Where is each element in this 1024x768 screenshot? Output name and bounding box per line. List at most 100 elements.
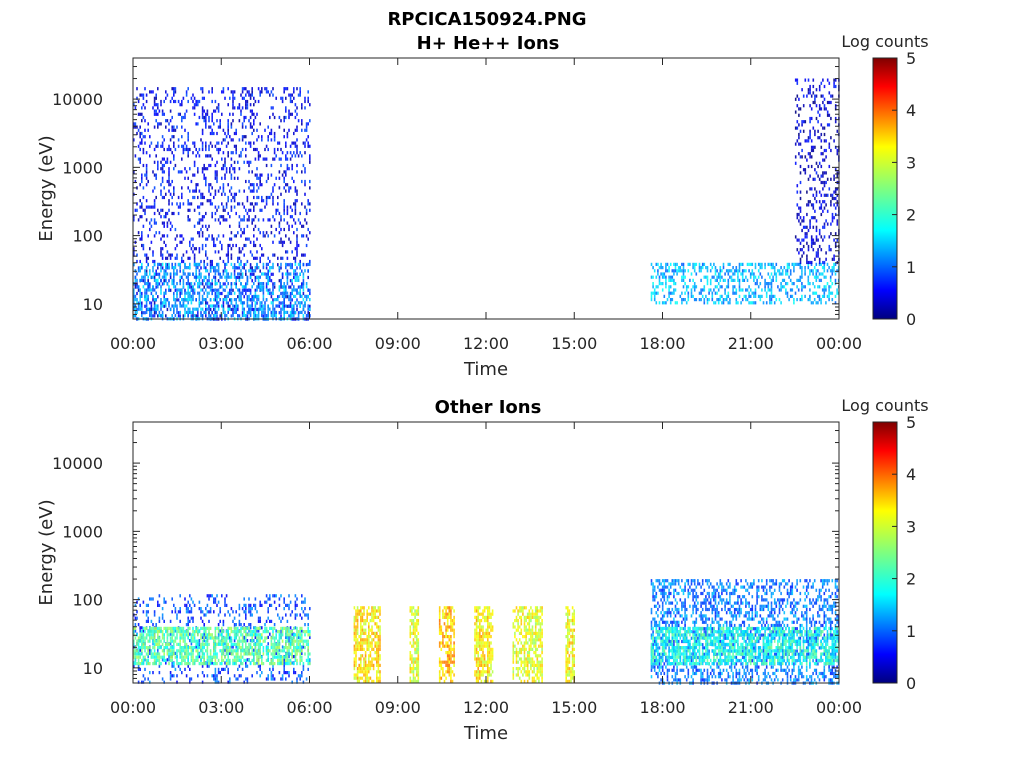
x-tick-label: 00:00: [110, 334, 156, 353]
spectrogram-cell: [254, 266, 257, 270]
spectrogram-cell: [796, 238, 799, 242]
spectrogram-cell: [153, 262, 156, 266]
spectrogram-cell: [153, 218, 156, 222]
spectrogram-cell: [764, 278, 766, 282]
spectrogram-cell: [211, 234, 213, 238]
spectrogram-cell: [813, 291, 816, 295]
spectrogram-cell: [134, 154, 137, 158]
spectrogram-cell: [286, 211, 289, 216]
spectrogram-cell: [232, 619, 234, 623]
spectrogram-cell: [227, 294, 229, 298]
spectrogram-cell: [799, 275, 802, 279]
spectrogram-cell: [208, 658, 210, 662]
spectrogram-cell: [222, 636, 225, 640]
spectrogram-cell: [184, 314, 186, 318]
spectrogram-cell: [823, 294, 826, 298]
spectrogram-cell: [134, 307, 137, 311]
spectrogram-cell: [714, 272, 717, 276]
spectrogram-cell: [256, 189, 258, 193]
spectrogram-cell: [187, 623, 189, 627]
spectrogram-cell: [278, 301, 281, 305]
spectrogram-cell: [193, 658, 196, 662]
spectrogram-cell: [221, 630, 223, 634]
spectrogram-cell: [272, 266, 274, 270]
spectrogram-cell: [291, 291, 293, 295]
spectrogram-cell: [289, 272, 292, 276]
spectrogram-cell: [286, 163, 289, 168]
spectrogram-cell: [810, 235, 813, 239]
spectrogram-cell: [278, 266, 281, 270]
spectrogram-cell: [302, 680, 305, 684]
spectrogram-cell: [806, 225, 808, 229]
spectrogram-cell: [724, 291, 726, 295]
spectrogram-cell: [259, 636, 261, 640]
spectrogram-cell: [168, 253, 170, 257]
spectrogram-cell: [719, 269, 722, 273]
spectrogram-cell: [182, 96, 185, 100]
spectrogram-cell: [801, 228, 803, 233]
spectrogram-cell: [208, 186, 210, 190]
spectrogram-cell: [833, 196, 835, 201]
spectrogram-cell: [293, 288, 295, 292]
spectrogram-cell: [201, 170, 204, 174]
spectrogram-cell: [273, 307, 276, 311]
spectrogram-cell: [820, 235, 823, 239]
spectrogram-cell: [192, 106, 194, 110]
spectrogram-cell: [285, 157, 287, 161]
spectrogram-cell: [224, 262, 226, 266]
spectrogram-cell: [272, 667, 274, 671]
spectrogram-cell: [193, 633, 196, 637]
spectrogram-cell: [211, 674, 213, 678]
spectrogram-cell: [158, 310, 161, 314]
spectrogram-cell: [288, 109, 290, 113]
spectrogram-cell: [241, 655, 244, 659]
spectrogram-cell: [225, 649, 228, 653]
spectrogram-cell: [741, 269, 744, 273]
spectrogram-cell: [144, 304, 146, 308]
spectrogram-cell: [703, 275, 706, 279]
spectrogram-cell: [296, 237, 298, 241]
spectrogram-cell: [211, 112, 213, 116]
spectrogram-cell: [793, 266, 795, 270]
spectrogram-cell: [213, 610, 215, 614]
spectrogram-cell: [187, 151, 189, 155]
spectrogram-cell: [301, 179, 303, 184]
spectrogram-cell: [794, 161, 797, 165]
spectrogram-cell: [179, 667, 181, 671]
spectrogram-cell: [823, 288, 826, 292]
spectrogram-cell: [225, 294, 228, 298]
spectrogram-cell: [267, 288, 269, 292]
spectrogram-cell: [296, 677, 298, 681]
spectrogram-cell: [153, 301, 156, 305]
spectrogram-cell: [136, 652, 138, 656]
spectrogram-cell: [812, 193, 815, 197]
spectrogram-cell: [214, 652, 217, 656]
spectrogram-cell: [217, 642, 220, 646]
spectrogram-cell: [265, 646, 268, 650]
spectrogram-cell: [235, 307, 237, 311]
spectrogram-cell: [160, 183, 162, 187]
spectrogram-cell: [137, 304, 140, 308]
spectrogram-cell: [253, 122, 255, 126]
spectrogram-cell: [136, 131, 138, 136]
spectrogram-cell: [753, 272, 755, 276]
spectrogram-cell: [173, 639, 175, 643]
spectrogram-cell: [179, 619, 181, 623]
spectrogram-cell: [216, 147, 218, 152]
spectrogram-cell: [676, 301, 678, 305]
spectrogram-cell: [235, 211, 237, 216]
spectrogram-cell: [232, 610, 234, 614]
spectrogram-cell: [233, 167, 236, 171]
spectrogram-cell: [668, 266, 670, 270]
spectrogram-cell: [277, 141, 279, 145]
spectrogram-cell: [209, 163, 212, 168]
spectrogram-cell: [251, 630, 253, 634]
spectrogram-cell: [265, 282, 268, 286]
spectrogram-cell: [828, 285, 830, 289]
spectrogram-cell: [165, 262, 167, 266]
spectrogram-cell: [133, 664, 135, 668]
spectrogram-cell: [253, 96, 255, 100]
spectrogram-cell: [665, 275, 667, 279]
spectrogram-cell: [174, 99, 177, 104]
spectrogram-cell: [822, 126, 824, 130]
